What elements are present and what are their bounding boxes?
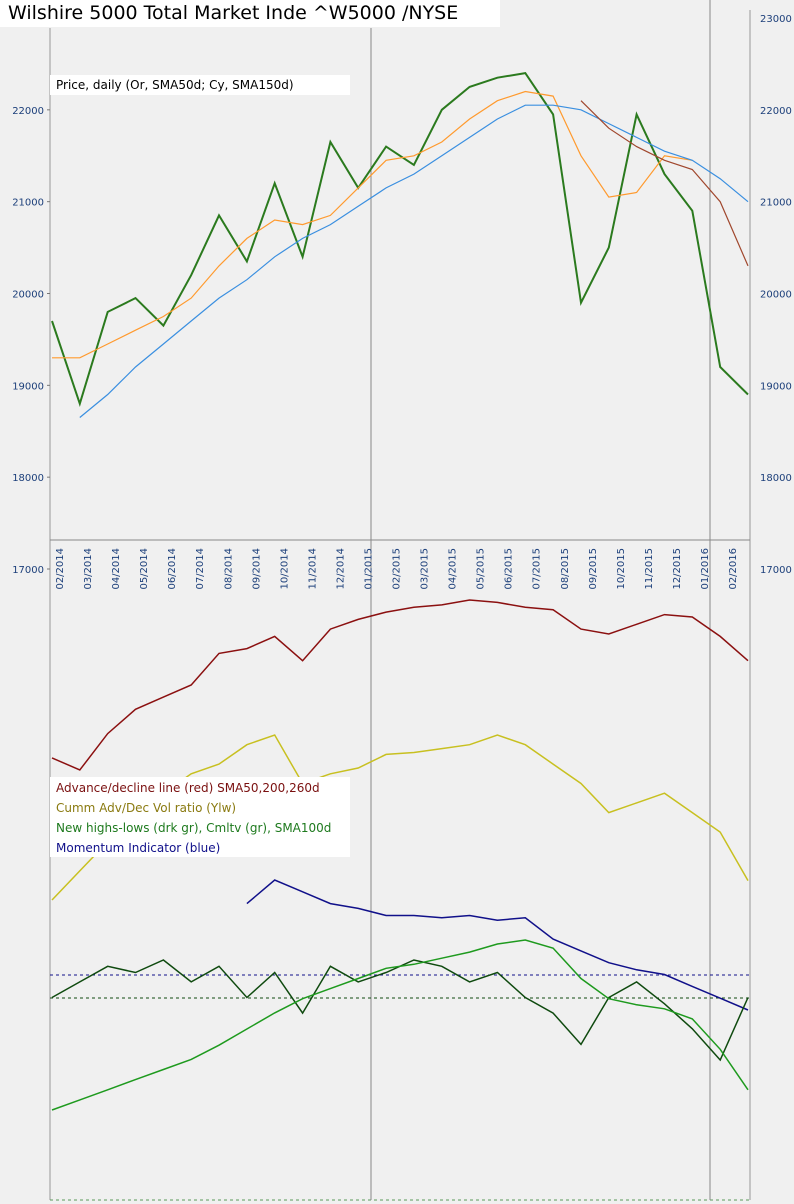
series-price xyxy=(51,72,749,407)
y-tick-left-label: 21000 xyxy=(12,198,44,209)
y-tick-right-label: 23000 xyxy=(760,14,792,25)
x-tick-label: 05/2014 xyxy=(139,548,150,590)
price-legend-text: Price, daily (Or, SMA50d; Cy, SMA150d) xyxy=(56,78,294,92)
x-tick-label: 02/2015 xyxy=(392,548,403,590)
y-tick-right-label: 21000 xyxy=(760,198,792,209)
series-advance-decline-line xyxy=(51,599,749,771)
x-tick-label: 03/2015 xyxy=(420,548,431,590)
x-tick-label: 01/2016 xyxy=(700,548,711,590)
legend-momentum: Momentum Indicator (blue) xyxy=(56,841,220,855)
x-tick-label: 05/2015 xyxy=(476,548,487,590)
x-tick-label: 10/2014 xyxy=(279,548,290,590)
price-legend-box xyxy=(50,75,350,95)
series-sma150d xyxy=(79,104,749,418)
y-axis-right: 23000 22000 21000 20000 19000 18000 17000 xyxy=(760,14,792,576)
y-tick-right-label: 20000 xyxy=(760,290,792,301)
x-tick-label: 12/2015 xyxy=(672,548,683,590)
x-tick-label: 03/2014 xyxy=(83,548,94,590)
y-tick-right-label: 19000 xyxy=(760,381,792,392)
x-tick-label: 11/2014 xyxy=(307,548,318,590)
y-tick-left-label: 20000 xyxy=(12,290,44,301)
x-tick-label: 09/2015 xyxy=(588,548,599,590)
x-tick-label: 11/2015 xyxy=(644,548,655,590)
x-axis-labels: 02/2014 03/2014 04/2014 05/2014 06/2014 07/20… xyxy=(55,548,739,590)
x-tick-label: 04/2014 xyxy=(111,548,122,590)
y-tick-right-label: 17000 xyxy=(760,565,792,576)
x-tick-label: 08/2015 xyxy=(560,548,571,590)
x-tick-label: 02/2014 xyxy=(55,548,66,590)
chart-title: Wilshire 5000 Total Market Inde ^W5000 /… xyxy=(8,2,458,24)
title-background xyxy=(0,0,500,27)
legend-advance-decline: Advance/decline line (red) SMA50,200,260… xyxy=(56,781,320,795)
x-tick-label: 07/2015 xyxy=(532,548,543,590)
x-tick-label: 07/2014 xyxy=(195,548,206,590)
price-series-group xyxy=(51,72,749,418)
y-tick-right-label: 18000 xyxy=(760,473,792,484)
breadth-series-group xyxy=(51,599,749,1111)
series-cumulative-new-highs-lows xyxy=(51,939,749,1111)
x-tick-label: 06/2015 xyxy=(504,548,515,590)
x-tick-label: 06/2014 xyxy=(167,548,178,590)
x-tick-label: 02/2016 xyxy=(728,548,739,590)
y-tick-right-label: 22000 xyxy=(760,106,792,117)
x-tick-label: 12/2014 xyxy=(335,548,346,590)
legend-adv-dec-vol: Cumm Adv/Dec Vol ratio (Ylw) xyxy=(56,801,236,815)
x-tick-label: 08/2014 xyxy=(223,548,234,590)
x-tick-label: 04/2015 xyxy=(448,548,459,590)
y-tick-left-label: 19000 xyxy=(12,381,44,392)
breadth-legend-box xyxy=(50,777,350,857)
series-sma50d xyxy=(52,90,693,359)
x-tick-label: 01/2015 xyxy=(363,548,374,590)
series-sma260d xyxy=(580,100,749,267)
series-momentum-indicator xyxy=(246,879,749,1011)
x-tick-label: 10/2015 xyxy=(616,548,627,590)
y-tick-left-label: 17000 xyxy=(12,565,44,576)
x-tick-label: 09/2014 xyxy=(251,548,262,590)
legend-new-highs-lows: New highs-lows (drk gr), Cmltv (gr), SMA… xyxy=(56,821,331,835)
y-tick-left-label: 22000 xyxy=(12,106,44,117)
y-tick-left-label: 18000 xyxy=(12,473,44,484)
